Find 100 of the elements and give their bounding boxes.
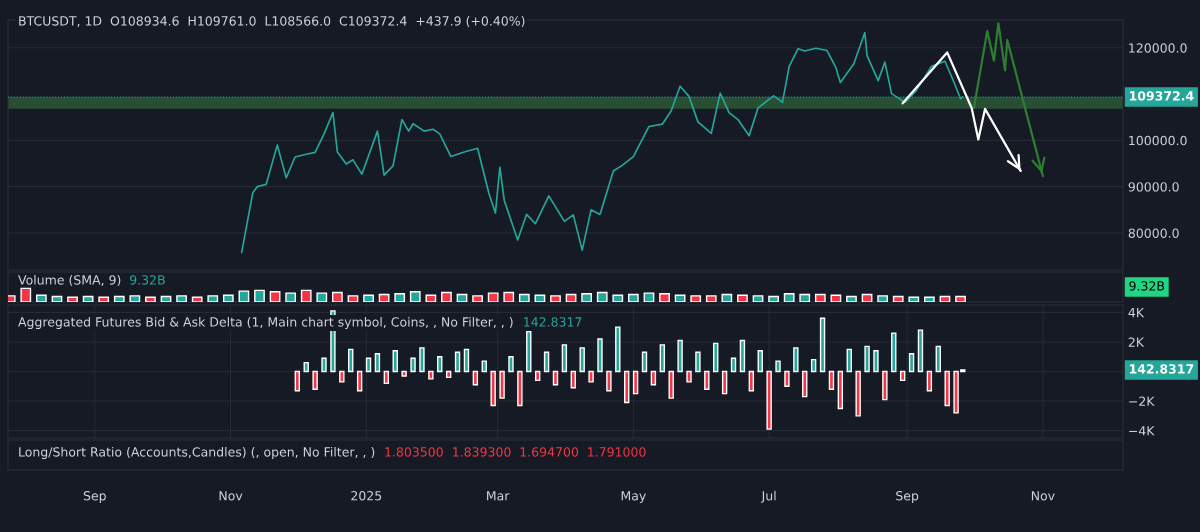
bar: [659, 293, 670, 302]
bar: [641, 351, 648, 373]
bar: [374, 353, 381, 373]
x-tick-label: Nov: [219, 491, 243, 501]
bar: [908, 353, 915, 373]
bar: [690, 295, 702, 302]
bar: [394, 293, 406, 302]
bar: [917, 329, 924, 373]
x-tick-label: Nov: [1031, 491, 1055, 501]
bar: [704, 370, 710, 390]
bar: [269, 291, 281, 302]
bar: [454, 351, 461, 373]
bar: [721, 293, 733, 302]
bar: [254, 289, 265, 302]
bar: [20, 287, 32, 302]
bar: [643, 292, 655, 302]
bar: [561, 344, 568, 373]
text: 1.839300: [453, 447, 511, 457]
bar: [819, 317, 826, 373]
bar: [378, 293, 390, 302]
bar: [463, 348, 470, 373]
y-tick-label: 80000.0: [1128, 228, 1179, 238]
bar: [846, 348, 852, 373]
bar: [67, 296, 78, 302]
text: Long/Short Ratio (Accounts,Candles) (, open, No Filter, , ): [19, 446, 375, 460]
bar: [300, 289, 312, 302]
y-tick-label: 120000.0: [1129, 43, 1187, 53]
bar: [518, 293, 530, 302]
bar: [892, 295, 904, 302]
bar: [160, 295, 172, 302]
bar: [768, 295, 779, 302]
bar: [517, 370, 523, 407]
bar: [939, 295, 951, 302]
bar: [565, 293, 577, 302]
text: 1.791000: [588, 447, 646, 457]
annotation: BTCUSDT, 1D O108934.6 H109761.0 L108566.0 C109372.4 +437.9 (+0.40%): [19, 15, 525, 28]
bar: [534, 294, 546, 302]
bar: [332, 291, 343, 302]
bar: [365, 357, 372, 373]
bar: [628, 293, 639, 302]
y-tick-label: 4K: [1128, 308, 1145, 318]
bar: [695, 351, 701, 373]
bar: [508, 356, 514, 373]
bar: [752, 295, 764, 302]
bar: [445, 370, 452, 379]
bar: [855, 370, 861, 417]
bar: [766, 370, 772, 430]
bar: [425, 294, 437, 302]
bar: [581, 293, 593, 302]
bar: [674, 294, 686, 302]
x-tick-label: 2025: [351, 491, 382, 501]
bar: [955, 295, 966, 302]
bar: [908, 296, 920, 302]
bar: [392, 350, 398, 373]
bar: [784, 370, 790, 387]
bar: [472, 370, 479, 386]
bar: [861, 293, 873, 302]
bar: [113, 295, 125, 302]
bar: [383, 370, 390, 385]
bar: [456, 293, 468, 302]
bar: [783, 293, 795, 302]
bar: [864, 345, 870, 373]
bar: [597, 338, 603, 373]
bar: [814, 293, 826, 302]
bar: [632, 370, 639, 395]
bar: [739, 339, 746, 373]
bar: [409, 291, 421, 302]
bar: [659, 344, 666, 373]
bar: [899, 370, 906, 382]
y-tick-label: −2K: [1129, 396, 1155, 406]
text: 9.32B: [1129, 281, 1165, 291]
text: 142.8317: [1129, 364, 1194, 374]
bar: [363, 294, 374, 302]
bar: [441, 291, 452, 302]
y-tick-label: 2K: [1128, 337, 1145, 347]
bar: [550, 295, 561, 302]
x-tick-label: May: [621, 491, 646, 503]
bar: [830, 294, 842, 302]
bar: [810, 358, 817, 373]
bar: [677, 339, 683, 373]
bar: [321, 357, 327, 373]
bar: [437, 356, 443, 373]
text: 1.694700: [520, 447, 579, 457]
bar: [176, 295, 187, 302]
bar: [316, 292, 328, 302]
bar: [721, 370, 728, 395]
text: Aggregated Futures Bid & Ask Delta (1, Main chart symbol, Coins, , No Filter, , ): [18, 316, 513, 330]
bar: [356, 370, 363, 392]
line-series: [972, 22, 1044, 178]
ref-line-label: 109372.4: [1129, 91, 1194, 101]
bar: [129, 295, 141, 302]
bar: [191, 296, 203, 302]
bar: [891, 332, 897, 373]
bar: [51, 295, 63, 302]
bar: [552, 370, 559, 386]
bar: [793, 347, 799, 373]
bar: [579, 347, 585, 373]
bar: [487, 292, 499, 302]
bar: [668, 370, 674, 399]
x-tick-label: Sep: [896, 491, 919, 503]
